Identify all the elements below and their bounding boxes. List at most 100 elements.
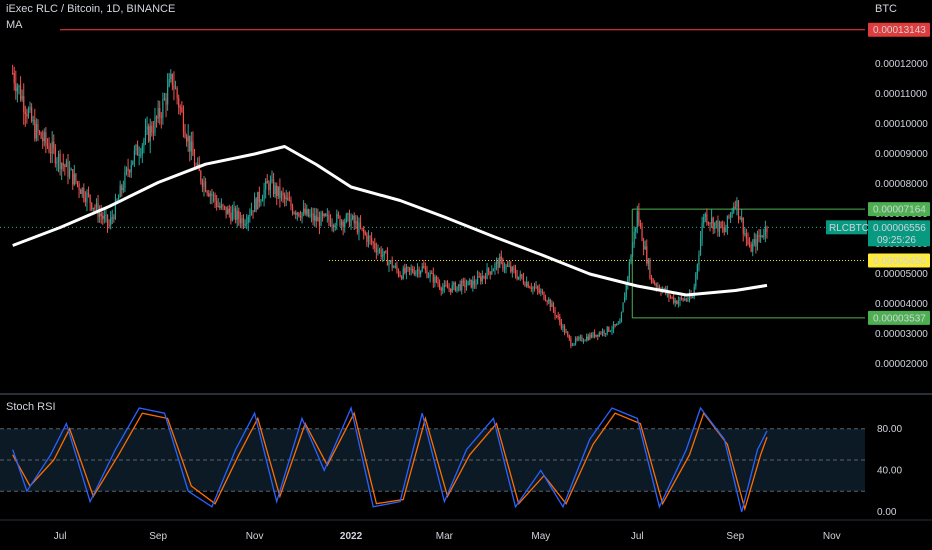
candle-body (329, 220, 332, 226)
candle-body (680, 297, 683, 299)
candle-body (416, 269, 419, 272)
candle-body (307, 209, 309, 217)
candle-body (106, 214, 109, 225)
candle-body (472, 280, 474, 288)
candle-body (608, 326, 610, 332)
candle-body (429, 273, 431, 277)
candle-body (711, 217, 713, 224)
candle-body (127, 168, 129, 171)
time-tick-label: Sep (149, 531, 167, 542)
candle-body (257, 191, 259, 210)
candle-body (321, 213, 324, 216)
candle-body (91, 202, 93, 210)
candle-body (350, 218, 352, 227)
candle-body (35, 124, 37, 139)
candle-body (538, 289, 540, 293)
candle-body (67, 161, 69, 177)
candle-body (385, 251, 387, 253)
candle-body (673, 297, 675, 303)
candle-body (557, 316, 559, 318)
candle-body (476, 276, 479, 285)
candle-body (423, 266, 425, 268)
stoch-rsi-d-line[interactable] (12, 411, 768, 512)
candle-body (125, 168, 128, 172)
candle-body (655, 284, 657, 287)
candle-body (540, 291, 542, 293)
candle-body (614, 324, 616, 326)
candle-body (133, 150, 136, 161)
candle-body (494, 263, 496, 270)
indicator-label[interactable]: MA (6, 19, 23, 31)
candle-body (426, 269, 428, 278)
candle-body (489, 271, 491, 275)
candle-body (174, 88, 177, 90)
candle-body (415, 271, 417, 275)
candle-body (502, 259, 504, 269)
candle-body (336, 214, 338, 226)
candle-body (358, 222, 360, 233)
candle-body (625, 283, 627, 298)
candle-body (500, 256, 502, 260)
candle-body (201, 181, 204, 187)
candle-body (467, 280, 469, 286)
candle-body (628, 262, 630, 277)
candle-body (622, 302, 624, 313)
candle-body (40, 132, 42, 139)
candle-body (61, 163, 63, 170)
candle-body (371, 238, 373, 243)
candle-body (541, 291, 544, 293)
moving-average-line[interactable] (12, 145, 768, 297)
candle-body (543, 291, 545, 300)
stoch-rsi-title[interactable]: Stoch RSI (6, 401, 56, 413)
candle-body (457, 284, 460, 287)
candle-body (393, 267, 395, 269)
candle-body (250, 210, 253, 215)
candle-body (113, 217, 115, 219)
candle-body (206, 191, 208, 194)
candle-body (269, 181, 272, 191)
stoch-rsi-tick-label: 40.00 (877, 465, 902, 476)
candle-body (616, 324, 618, 326)
stoch-rsi-k-line[interactable] (12, 405, 768, 513)
candle-body (760, 235, 762, 238)
candle-body (249, 214, 251, 217)
candle-body (688, 294, 691, 300)
candle-body (603, 330, 605, 334)
candle-body (157, 108, 159, 119)
candle-body (507, 265, 509, 267)
stoch-rsi-tick-label: 80.00 (877, 424, 902, 435)
box-bottom-price-label: 0.00003537 (873, 313, 926, 324)
candle-body (682, 298, 684, 301)
candle-body (26, 114, 28, 117)
support-price-label-box (868, 253, 930, 268)
candle-body (739, 216, 741, 220)
candle-body (301, 212, 303, 219)
time-tick-label: Sep (726, 531, 744, 542)
candle-body (171, 74, 173, 86)
candle-body (709, 223, 711, 225)
candle-body (639, 223, 642, 226)
candle-body (481, 275, 483, 282)
candle-body (146, 126, 148, 131)
candle-body (568, 335, 570, 339)
candle-body (355, 221, 357, 224)
candle-body (717, 220, 719, 232)
resistance-price-label: 0.00013143 (873, 25, 926, 36)
candle-body (372, 242, 374, 244)
candle-body (692, 297, 694, 299)
candle-body (369, 236, 371, 239)
candle-body (529, 287, 531, 289)
candle-body (241, 217, 243, 224)
candle-body (296, 212, 298, 215)
candle-body (31, 107, 33, 121)
candle-body (753, 239, 755, 244)
candle-body (280, 192, 283, 199)
candle-body (456, 286, 458, 291)
price-tick-label: 0.00002000 (875, 359, 928, 370)
candle-body (725, 227, 727, 233)
candle-body (68, 170, 71, 177)
candle-body (197, 163, 199, 167)
candle-body (744, 233, 746, 235)
candle-body (170, 74, 172, 80)
